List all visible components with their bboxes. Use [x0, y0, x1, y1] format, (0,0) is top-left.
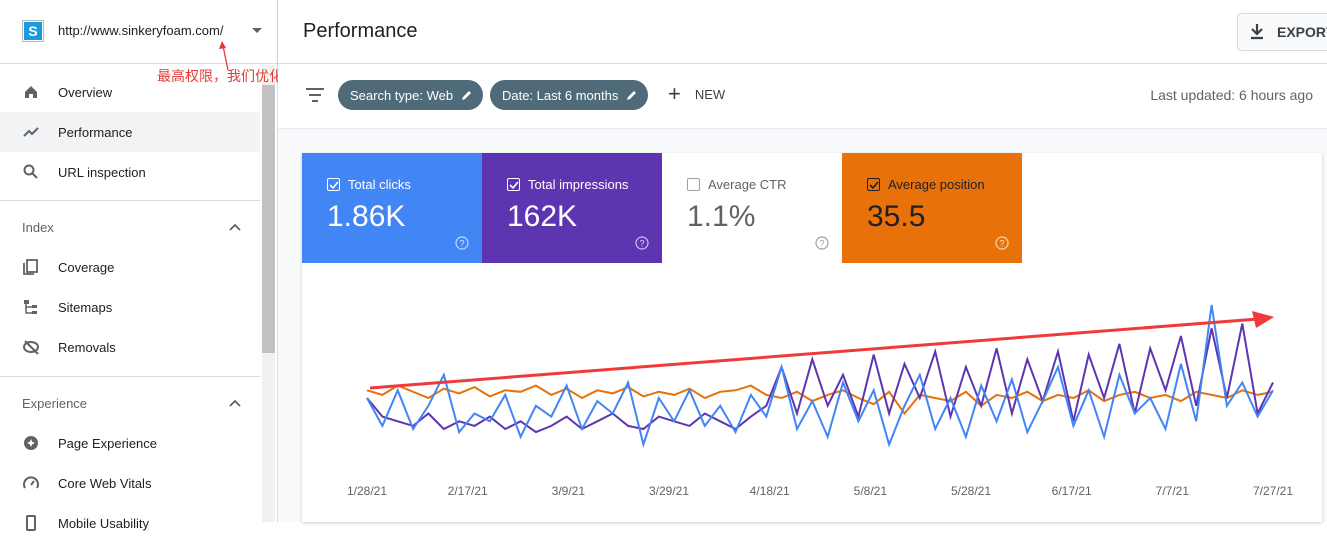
nav-item[interactable]: Sitemaps — [0, 287, 260, 327]
x-tick-label: 5/8/21 — [854, 484, 888, 498]
nav-label: Sitemaps — [58, 299, 113, 315]
svg-text:?: ? — [459, 239, 464, 249]
section-title[interactable]: Index — [22, 220, 54, 235]
collapse-caret[interactable] — [229, 399, 241, 407]
x-tick-label: 6/17/21 — [1052, 484, 1092, 498]
nav-item[interactable]: Coverage — [0, 247, 260, 287]
x-tick-label: 4/18/21 — [750, 484, 790, 498]
edit-icon — [462, 91, 472, 100]
dropdown[interactable] — [251, 27, 263, 35]
collapse-caret[interactable] — [229, 223, 241, 231]
nav-item[interactable]: Page Experience — [0, 423, 260, 463]
metric-label: Average CTR — [708, 177, 787, 192]
divider — [0, 200, 260, 201]
nav-label: Performance — [58, 124, 133, 140]
new-filter[interactable]: + NEW — [668, 81, 726, 106]
toolbar: Search type: Web Date: Last 6 months + NEW… — [278, 64, 1327, 129]
header: Performance EXPORT — [278, 0, 1327, 64]
nav-label: Page Experience — [58, 435, 158, 451]
checkbox[interactable] — [687, 178, 700, 191]
nav-icon — [23, 340, 39, 355]
nav-label: Removals — [58, 339, 116, 355]
x-tick-label: 3/29/21 — [649, 484, 689, 498]
nav-icon — [23, 259, 38, 275]
trend-arrowhead — [1252, 311, 1274, 328]
svg-text:?: ? — [819, 239, 824, 249]
metric-value: 1.86K — [327, 200, 406, 233]
annotation-arrow — [219, 41, 229, 71]
page: S http://www.sinkeryfoam.com/ Overview Pe… — [0, 0, 1327, 531]
nav-icon — [23, 127, 39, 137]
metric-value: 35.5 — [867, 200, 926, 233]
export-label: EXPORT — [1277, 24, 1327, 40]
nav-label: Overview — [58, 84, 113, 100]
x-tick-label: 3/9/21 — [552, 484, 586, 498]
divider — [0, 376, 260, 377]
nav-icon — [24, 300, 37, 314]
chip-label: Date: Last 6 months — [502, 87, 619, 103]
filter-icon[interactable] — [306, 88, 324, 102]
metric-label-row: Average position — [867, 177, 1022, 192]
metric-label-row: Total clicks — [327, 177, 482, 192]
x-tick-label: 7/27/21 — [1253, 484, 1293, 498]
x-tick-label: 5/28/21 — [951, 484, 991, 498]
x-tick-label: 2/17/21 — [448, 484, 488, 498]
nav-icon — [23, 476, 39, 489]
filter-chip[interactable]: Search type: Web — [338, 80, 484, 110]
help-icon[interactable]: ? — [635, 236, 649, 250]
page-title: Performance — [303, 20, 418, 42]
nav-item[interactable]: Overview — [0, 72, 260, 112]
metric-label: Total clicks — [348, 177, 411, 192]
nav-icon — [24, 436, 38, 450]
last-updated: Last updated: 6 hours ago — [1150, 87, 1313, 103]
series-line — [366, 384, 1274, 416]
nav-item[interactable]: Removals — [0, 327, 260, 367]
nav-item[interactable]: Core Web Vitals — [0, 463, 260, 503]
site-logo: S — [22, 20, 44, 42]
metric-label: Average position — [888, 177, 985, 192]
metric-tile[interactable]: Total impressions 162K? — [482, 153, 662, 263]
svg-text:?: ? — [999, 239, 1004, 249]
series-line — [366, 323, 1274, 434]
nav-item[interactable]: URL inspection — [0, 152, 260, 192]
chip-label: Search type: Web — [350, 87, 454, 103]
metric-label-row: Total impressions — [507, 177, 662, 192]
metric-value: 1.1% — [687, 200, 756, 233]
metric-tile[interactable]: Average CTR 1.1%? — [662, 153, 842, 263]
export-button[interactable]: EXPORT — [1237, 13, 1327, 51]
nav-label: Coverage — [58, 259, 115, 275]
metric-label: Total impressions — [528, 177, 629, 192]
checkbox[interactable] — [327, 178, 340, 191]
metric-tile[interactable]: Total clicks 1.86K? — [302, 153, 482, 263]
help-icon[interactable]: ? — [455, 236, 469, 250]
new-label: NEW — [694, 86, 726, 102]
checkbox[interactable] — [507, 178, 520, 191]
sidebar: S http://www.sinkeryfoam.com/ Overview Pe… — [0, 0, 278, 531]
nav-icon — [23, 164, 38, 179]
trend-arrow — [369, 317, 1259, 390]
chart: 7/27/21 7/7/21 6/17/21 5/28/21 5/8/21 4/18/21… — [347, 304, 1293, 498]
x-tick-label: 1/28/21 — [347, 484, 387, 498]
nav-label: Core Web Vitals — [58, 475, 152, 491]
help-icon[interactable]: ? — [815, 236, 829, 250]
site-url[interactable]: http://www.sinkeryfoam.com/ — [58, 23, 224, 38]
edit-icon — [627, 91, 637, 100]
metric-tile[interactable]: Average position 35.5? — [842, 153, 1022, 263]
metric-label-row: Average CTR — [687, 177, 842, 192]
nav-label: URL inspection — [58, 164, 146, 180]
nav-icon — [25, 86, 37, 98]
checkbox[interactable] — [867, 178, 880, 191]
scrollbar — [262, 65, 275, 522]
x-tick-label: 7/7/21 — [1156, 484, 1190, 498]
filter-chip[interactable]: Date: Last 6 months — [490, 80, 649, 110]
section-title[interactable]: Experience — [22, 396, 88, 411]
help-icon[interactable]: ? — [995, 236, 1009, 250]
series-line — [366, 304, 1274, 449]
metric-value: 162K — [507, 200, 578, 233]
svg-text:?: ? — [639, 239, 644, 249]
nav-item[interactable]: Performance — [0, 112, 260, 152]
